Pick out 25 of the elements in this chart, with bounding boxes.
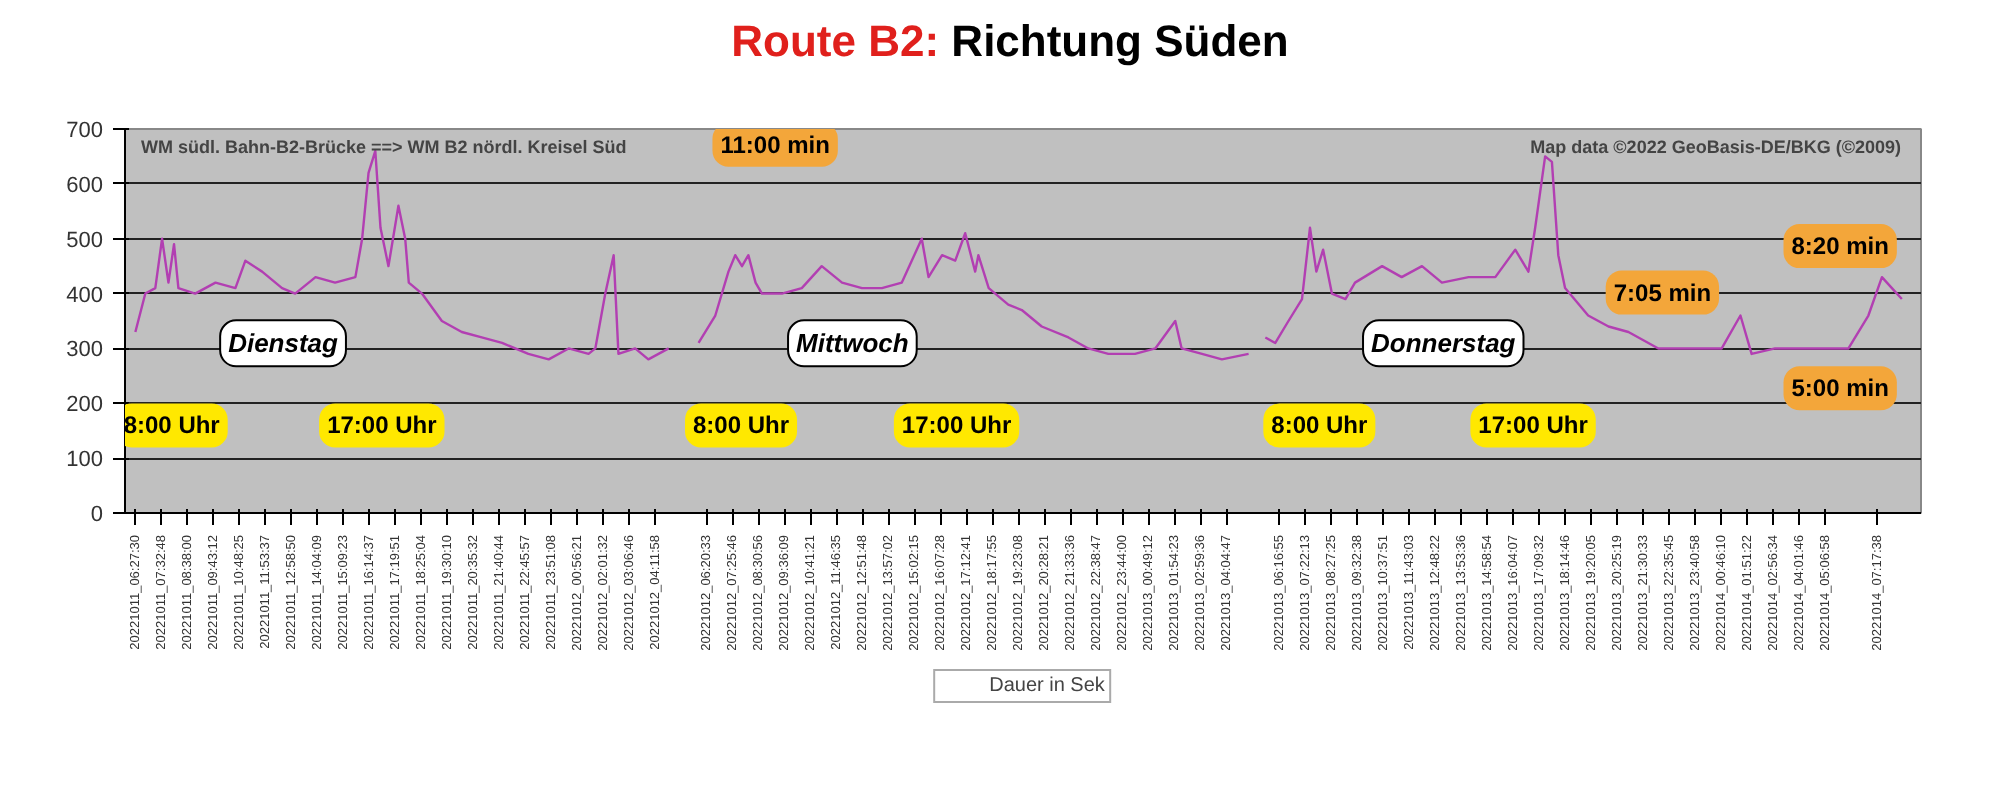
- y-tick-label: 700: [66, 119, 104, 143]
- y-tick-label: 0: [90, 503, 104, 527]
- annotation: 8:00 Uhr: [1271, 411, 1369, 440]
- chart-title: Route B2: Richtung Süden: [729, 14, 1291, 70]
- annotation: 17:00 Uhr: [1478, 411, 1589, 440]
- annotation: 8:00 Uhr: [123, 411, 221, 440]
- y-tick-label: 400: [66, 283, 104, 308]
- annotation: 17:00 Uhr: [327, 411, 438, 440]
- annotation: Dienstag: [228, 328, 339, 359]
- y-tick-label: 500: [66, 228, 104, 253]
- annotation: 7:05 min: [1613, 278, 1712, 307]
- y-tick-label: 300: [66, 338, 104, 363]
- annotation: 11:00 min: [720, 130, 830, 159]
- annotation: Mittwoch: [796, 328, 909, 359]
- annotation: WM südl. Bahn-B2-Brücke ==> WM B2 nördl. Kreisel Süd: [141, 137, 627, 157]
- y-tick-label: 100: [66, 448, 104, 473]
- annotation: 17:00 Uhr: [901, 411, 1012, 440]
- annotation: 8:20 min: [1791, 232, 1889, 261]
- y-tick-label: 600: [66, 173, 104, 198]
- y-tick-label: 200: [66, 393, 104, 418]
- annotation: Donnerstag: [1371, 328, 1516, 359]
- annotation: 8:00 Uhr: [693, 411, 790, 440]
- text: Dauer in Sek: [989, 675, 1105, 697]
- annotation: 5:00 min: [1791, 374, 1889, 403]
- annotation: Map data ©2022 GeoBasis-DE/BKG (©2009): [1530, 137, 1902, 157]
